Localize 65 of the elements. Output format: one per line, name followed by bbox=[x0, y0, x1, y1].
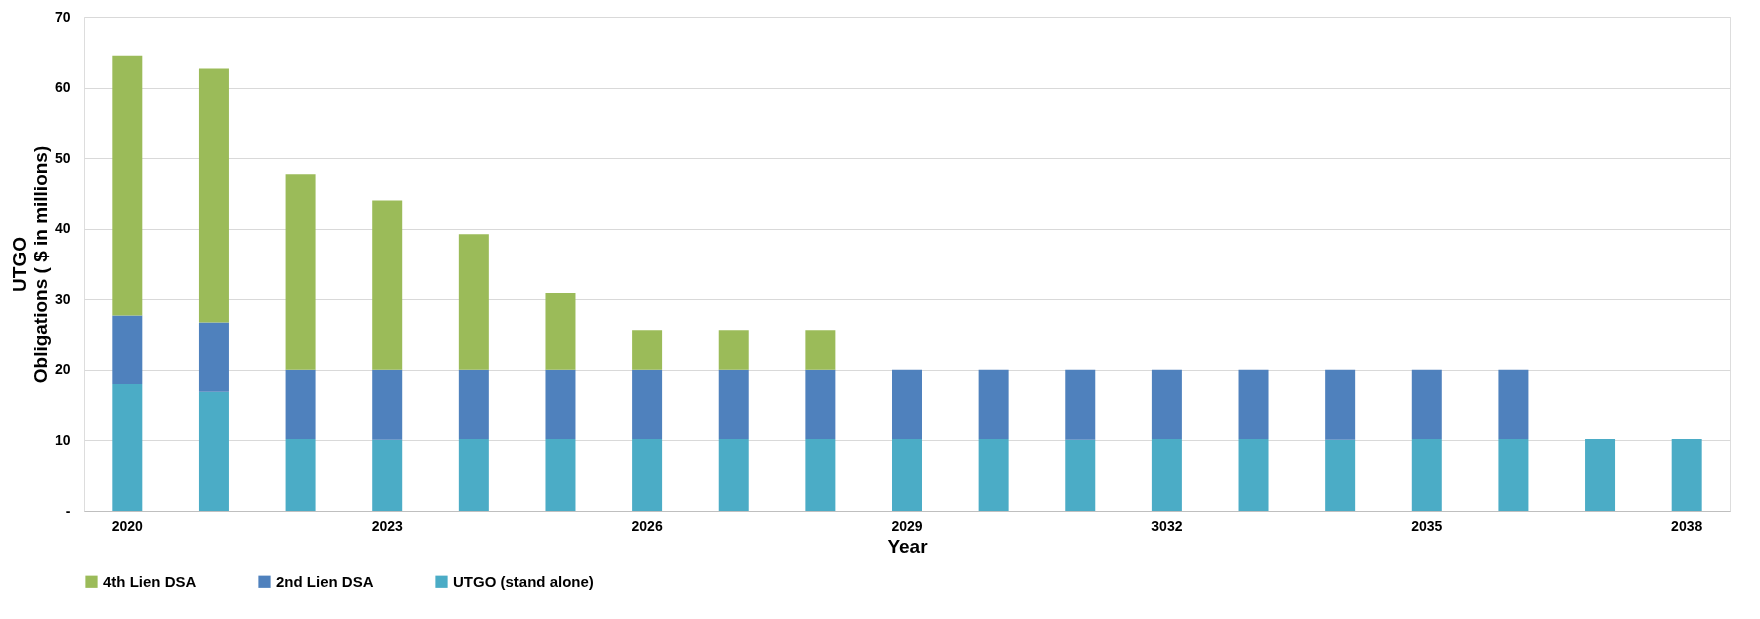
y-tick-label: 40 bbox=[54, 220, 71, 237]
bar bbox=[892, 369, 922, 440]
bar bbox=[112, 315, 143, 384]
bar bbox=[1151, 369, 1182, 440]
y-tick-label: - bbox=[65, 502, 71, 519]
bar bbox=[718, 330, 749, 370]
x-tick-label: 2023 bbox=[371, 517, 403, 534]
bar bbox=[458, 369, 489, 440]
bar bbox=[1498, 439, 1529, 511]
bar bbox=[632, 369, 663, 440]
bar bbox=[1411, 369, 1442, 440]
bar bbox=[1671, 439, 1702, 511]
bar bbox=[458, 439, 489, 511]
y-axis-title: UTGO Obligations ( $ in millions) bbox=[8, 145, 51, 384]
bar bbox=[285, 439, 316, 511]
bar bbox=[1325, 439, 1356, 511]
bar bbox=[285, 369, 316, 440]
x-tick-label: 2029 bbox=[891, 517, 923, 534]
legend-label: 4th Lien DSA bbox=[103, 572, 197, 590]
bar bbox=[978, 439, 1009, 511]
bar bbox=[372, 200, 403, 370]
bar bbox=[372, 369, 403, 440]
bar bbox=[545, 369, 576, 440]
bar bbox=[198, 68, 229, 323]
bar bbox=[632, 439, 663, 511]
bar bbox=[545, 292, 576, 370]
bar bbox=[112, 383, 143, 511]
bar bbox=[1238, 439, 1269, 511]
legend-label: UTGO (stand alone) bbox=[453, 572, 594, 590]
bar bbox=[1065, 439, 1096, 511]
x-tick-label: 2020 bbox=[111, 517, 144, 534]
bar bbox=[1498, 369, 1529, 440]
y-tick-label: 50 bbox=[54, 149, 71, 166]
bar bbox=[198, 391, 229, 511]
bar bbox=[372, 439, 403, 511]
bar bbox=[805, 369, 836, 440]
x-tick-label: 2026 bbox=[631, 517, 663, 534]
bar bbox=[718, 439, 749, 511]
y-tick-label: 70 bbox=[54, 8, 71, 25]
bar bbox=[545, 439, 576, 511]
bar bbox=[458, 234, 489, 370]
bar bbox=[978, 369, 1009, 440]
bar bbox=[805, 330, 836, 370]
bar bbox=[285, 174, 316, 370]
y-tick-label: 20 bbox=[54, 361, 71, 378]
x-tick-label: 2035 bbox=[1411, 517, 1443, 534]
bar bbox=[1238, 369, 1269, 440]
bar bbox=[1585, 439, 1616, 511]
x-tick-label: 2038 bbox=[1671, 517, 1703, 534]
bar bbox=[1065, 369, 1096, 440]
bar bbox=[1325, 369, 1356, 440]
bar bbox=[1151, 439, 1182, 511]
y-tick-label: 30 bbox=[54, 290, 71, 307]
legend-label: 2nd Lien DSA bbox=[276, 572, 374, 590]
bar bbox=[718, 369, 749, 440]
bar bbox=[112, 55, 143, 316]
bar bbox=[198, 322, 229, 392]
x-tick-label: 3032 bbox=[1151, 517, 1183, 534]
bar bbox=[1411, 439, 1442, 511]
y-tick-label: 60 bbox=[54, 79, 71, 96]
bar bbox=[632, 330, 663, 370]
x-axis-title: Year bbox=[887, 535, 929, 557]
bar bbox=[892, 439, 922, 511]
y-tick-label: 10 bbox=[54, 431, 71, 448]
bar bbox=[805, 439, 836, 511]
